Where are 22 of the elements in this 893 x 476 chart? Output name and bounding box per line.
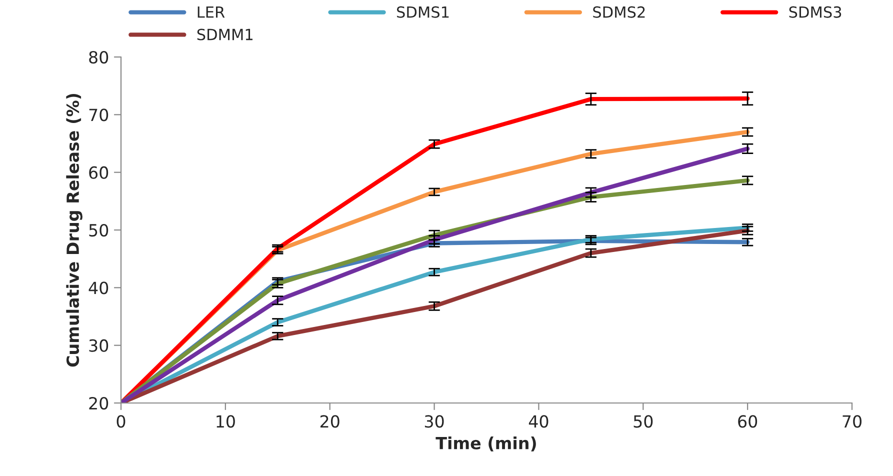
y-tick-label: 80 (89, 50, 108, 64)
x-tick-label: 60 (738, 415, 758, 428)
y-tick-label: 50 (89, 224, 108, 237)
y-tick-label: 30 (89, 339, 108, 352)
y-tick-label: 40 (88, 282, 108, 294)
y-axis-title: Cumulative Drug Release (%) (66, 94, 82, 367)
x-tick-label: 10 (216, 415, 235, 428)
x-tick-label: 50 (634, 415, 653, 428)
x-tick-label: 70 (842, 415, 862, 428)
x-tick-label: 30 (424, 415, 444, 428)
legend-label: SDMM1 (197, 28, 252, 40)
x-axis-title: Time (min) (436, 436, 536, 452)
x-tick-label: 0 (116, 415, 126, 428)
legend-label: SDMS3 (789, 6, 842, 18)
legend-label: SDMS1 (396, 6, 449, 18)
legend-label: SDMS2 (593, 6, 645, 18)
x-tick-label: 40 (528, 415, 548, 428)
legend-label: LER (198, 6, 225, 18)
y-tick-label: 70 (89, 108, 108, 122)
y-tick-label: 20 (89, 396, 108, 410)
x-tick-label: 20 (320, 415, 340, 428)
y-tick-label: 60 (89, 166, 108, 179)
